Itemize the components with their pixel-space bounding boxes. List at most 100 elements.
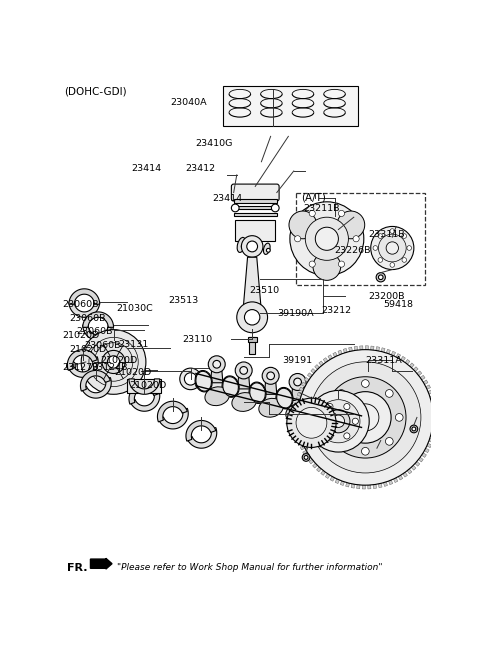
Polygon shape (296, 436, 301, 440)
Polygon shape (338, 350, 342, 355)
Circle shape (337, 438, 345, 445)
Bar (248, 337, 257, 342)
Polygon shape (291, 382, 304, 400)
Ellipse shape (303, 393, 320, 414)
Polygon shape (130, 390, 160, 411)
Circle shape (337, 390, 345, 398)
Circle shape (108, 356, 120, 368)
Bar (296, 193, 425, 285)
Polygon shape (264, 376, 277, 394)
Circle shape (361, 380, 369, 387)
Polygon shape (297, 392, 302, 396)
Ellipse shape (196, 371, 212, 391)
Circle shape (308, 390, 369, 452)
Polygon shape (294, 425, 299, 428)
Circle shape (180, 368, 201, 390)
Ellipse shape (222, 376, 239, 398)
Text: (A/T): (A/T) (300, 192, 325, 202)
Circle shape (338, 261, 345, 267)
Circle shape (304, 455, 308, 459)
Polygon shape (333, 352, 337, 357)
Ellipse shape (237, 237, 246, 252)
Circle shape (344, 403, 350, 409)
Circle shape (327, 433, 333, 439)
Bar (223, 86, 358, 126)
Circle shape (305, 217, 348, 260)
Ellipse shape (286, 403, 310, 422)
Ellipse shape (313, 409, 337, 428)
Polygon shape (401, 356, 406, 361)
Text: 23410G: 23410G (195, 139, 232, 147)
Text: 23060B: 23060B (84, 341, 120, 350)
Circle shape (361, 447, 369, 455)
Polygon shape (110, 371, 141, 386)
Polygon shape (426, 385, 431, 389)
Polygon shape (110, 358, 141, 373)
Circle shape (287, 398, 336, 447)
Polygon shape (391, 351, 396, 356)
Ellipse shape (331, 400, 346, 420)
Polygon shape (238, 371, 250, 389)
FancyArrow shape (90, 558, 112, 569)
Bar (234, 213, 277, 216)
Polygon shape (295, 403, 299, 407)
Circle shape (67, 361, 76, 371)
Polygon shape (323, 358, 328, 363)
Ellipse shape (264, 243, 270, 254)
Circle shape (332, 415, 345, 428)
Text: 23060B: 23060B (77, 328, 113, 336)
Polygon shape (396, 354, 401, 358)
Polygon shape (431, 433, 435, 437)
Circle shape (353, 236, 359, 242)
Polygon shape (415, 461, 420, 466)
FancyBboxPatch shape (231, 184, 279, 201)
Polygon shape (307, 373, 312, 377)
Text: 23414: 23414 (132, 164, 162, 173)
Circle shape (385, 438, 393, 445)
Polygon shape (296, 398, 300, 402)
Text: 23510: 23510 (250, 286, 280, 295)
Circle shape (328, 413, 336, 421)
Circle shape (340, 392, 391, 443)
Polygon shape (417, 371, 422, 376)
Circle shape (410, 425, 418, 433)
Polygon shape (409, 363, 414, 368)
Ellipse shape (250, 383, 265, 403)
Circle shape (376, 272, 385, 282)
Text: 23226B: 23226B (334, 246, 371, 255)
Circle shape (378, 234, 406, 262)
Polygon shape (413, 367, 418, 371)
Polygon shape (67, 350, 97, 370)
Polygon shape (388, 480, 393, 485)
Polygon shape (371, 346, 374, 350)
Polygon shape (81, 371, 110, 391)
Polygon shape (129, 384, 159, 404)
Ellipse shape (195, 371, 212, 392)
Circle shape (309, 210, 315, 217)
Circle shape (302, 454, 310, 461)
Text: 21030C: 21030C (116, 303, 153, 312)
Ellipse shape (249, 382, 266, 403)
Polygon shape (312, 463, 317, 468)
Text: 23212: 23212 (322, 306, 352, 315)
Polygon shape (368, 485, 371, 489)
Circle shape (378, 275, 383, 280)
Circle shape (81, 329, 146, 394)
Text: 23414: 23414 (213, 194, 243, 203)
Circle shape (378, 257, 383, 262)
Circle shape (266, 248, 270, 252)
Polygon shape (343, 348, 347, 353)
Circle shape (241, 244, 246, 249)
Circle shape (390, 229, 395, 233)
Polygon shape (68, 357, 98, 377)
Text: 23211B: 23211B (303, 204, 340, 214)
Polygon shape (309, 459, 314, 464)
Circle shape (208, 356, 225, 373)
Polygon shape (432, 428, 436, 432)
Circle shape (237, 302, 267, 333)
Circle shape (371, 227, 414, 270)
Polygon shape (315, 365, 320, 369)
Text: 23124B: 23124B (92, 363, 128, 371)
Polygon shape (294, 420, 298, 423)
Polygon shape (394, 477, 398, 483)
